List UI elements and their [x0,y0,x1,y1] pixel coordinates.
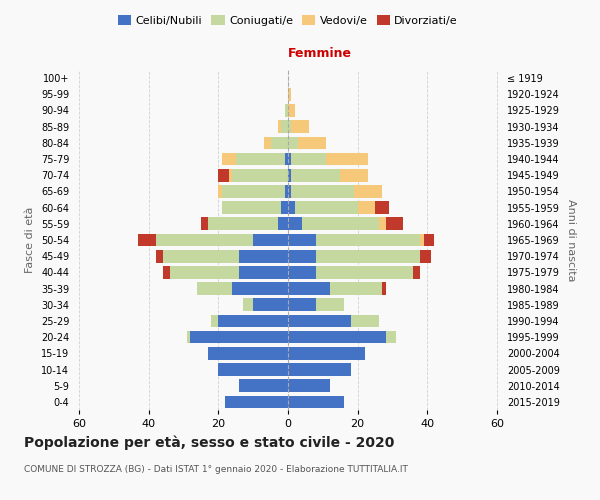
Bar [253,298,288,311]
Bar [351,314,379,328]
Bar [340,169,368,181]
Bar [187,331,190,344]
Bar [201,218,208,230]
Bar [288,202,295,214]
Bar [288,218,302,230]
Bar [288,120,292,133]
Bar [288,136,298,149]
Bar [330,282,382,295]
Bar [138,234,155,246]
Bar [375,202,389,214]
Bar [225,396,288,408]
Bar [155,250,163,262]
Bar [271,136,288,149]
Bar [358,202,375,214]
Bar [281,202,288,214]
Bar [163,266,170,278]
Bar [229,169,232,181]
Bar [288,282,330,295]
Bar [284,185,288,198]
Bar [288,234,316,246]
Bar [239,250,288,262]
Text: Popolazione per età, sesso e stato civile - 2020: Popolazione per età, sesso e stato civil… [24,435,394,450]
Bar [421,234,424,246]
Bar [288,266,316,278]
Bar [288,298,316,311]
Bar [288,347,365,360]
Legend: Celibi/Nubili, Coniugati/e, Vedovi/e, Divorziati/e: Celibi/Nubili, Coniugati/e, Vedovi/e, Di… [113,10,463,30]
Bar [263,136,271,149]
Bar [288,152,292,166]
Bar [155,234,253,246]
Bar [239,380,288,392]
Bar [288,396,344,408]
Bar [316,298,344,311]
Bar [292,169,340,181]
Bar [211,314,218,328]
Bar [288,331,386,344]
Bar [288,314,351,328]
Bar [316,250,421,262]
Bar [354,185,382,198]
Bar [288,185,292,198]
Bar [386,218,403,230]
Bar [278,218,288,230]
Bar [298,136,326,149]
Bar [386,331,396,344]
Text: COMUNE DI STROZZA (BG) - Dati ISTAT 1° gennaio 2020 - Elaborazione TUTTITALIA.IT: COMUNE DI STROZZA (BG) - Dati ISTAT 1° g… [24,465,408,474]
Bar [292,152,326,166]
Bar [232,282,288,295]
Bar [222,202,281,214]
Bar [170,266,239,278]
Bar [218,185,222,198]
Bar [288,169,292,181]
Y-axis label: Fasce di età: Fasce di età [25,207,35,273]
Bar [222,152,236,166]
Bar [284,152,288,166]
Text: Femmine: Femmine [288,47,352,60]
Bar [197,282,232,295]
Bar [288,363,351,376]
Bar [379,218,386,230]
Bar [292,185,354,198]
Bar [163,250,239,262]
Bar [288,380,330,392]
Bar [316,234,421,246]
Bar [222,185,284,198]
Bar [278,120,281,133]
Bar [218,363,288,376]
Bar [284,104,288,117]
Bar [243,298,253,311]
Bar [316,266,413,278]
Bar [413,266,421,278]
Bar [190,331,288,344]
Bar [218,169,229,181]
Bar [208,347,288,360]
Bar [236,152,284,166]
Bar [292,120,309,133]
Y-axis label: Anni di nascita: Anni di nascita [566,198,577,281]
Bar [382,282,386,295]
Bar [421,250,431,262]
Bar [326,152,368,166]
Bar [295,202,358,214]
Bar [288,104,295,117]
Bar [302,218,379,230]
Bar [208,218,278,230]
Bar [288,250,316,262]
Bar [218,314,288,328]
Bar [281,120,288,133]
Bar [239,266,288,278]
Bar [288,88,292,101]
Bar [253,234,288,246]
Bar [232,169,288,181]
Bar [424,234,434,246]
